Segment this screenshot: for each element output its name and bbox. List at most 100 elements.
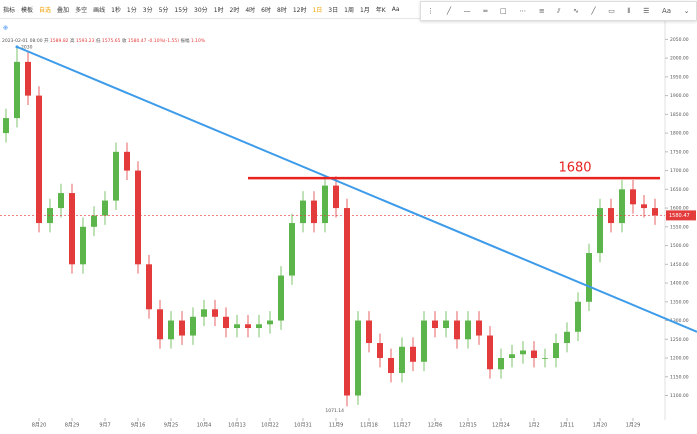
tool[interactable]: ∿: [572, 7, 579, 15]
trendline-handle: [15, 45, 19, 49]
candle-body: [575, 301, 581, 332]
info-value: 1593.23: [75, 39, 95, 44]
y-tick-label: 1150.00: [670, 374, 689, 380]
toolbar-item[interactable]: 自选: [39, 6, 52, 14]
tool-font[interactable]: Aa: [661, 7, 672, 15]
x-tick-label: 11月9: [329, 423, 344, 429]
y-tick-label: 2050.00: [670, 37, 689, 43]
candle-body: [619, 189, 625, 224]
ohlc-info: 2023-02-01 08:00 开 1589.82 高 1593.23 低 1…: [2, 38, 205, 44]
candle-body: [432, 320, 438, 329]
candle-body: [113, 151, 119, 201]
price-tag-label: 1580.47: [669, 213, 690, 219]
tool[interactable]: ▭: [608, 7, 615, 15]
y-tick-label: 1350.00: [670, 299, 689, 305]
toolbar-item[interactable]: 模板: [21, 6, 34, 14]
interval-button[interactable]: 1时: [213, 6, 224, 14]
x-tick-label: 10月31: [294, 423, 312, 429]
tool[interactable]: ⦀: [627, 6, 631, 15]
interval-button[interactable]: 3日: [328, 6, 339, 14]
candle-body: [520, 350, 526, 355]
high-marker: 2030: [21, 44, 33, 50]
y-tick-label: 1800.00: [670, 131, 689, 137]
interval-button[interactable]: 4时: [245, 6, 256, 14]
info-label: 高: [69, 39, 75, 44]
toolbar-item[interactable]: 叠加: [57, 6, 70, 14]
toolbar-item[interactable]: 多空: [75, 6, 88, 14]
y-tick-label: 1200.00: [670, 356, 689, 362]
info-label: 开: [44, 39, 49, 44]
candle-body: [14, 61, 20, 119]
candle-body: [212, 309, 218, 317]
x-tick-label: 10月22: [261, 423, 279, 429]
x-tick-label: 1月29: [626, 423, 641, 429]
tool[interactable]: —: [463, 7, 471, 15]
interval-button[interactable]: 12时: [292, 6, 307, 14]
candle-body: [69, 193, 75, 265]
trendline: [16, 45, 697, 333]
interval-button[interactable]: 1周: [344, 6, 354, 14]
interval-button[interactable]: 2时: [229, 6, 240, 14]
toolbar-item[interactable]: 画线: [93, 6, 106, 14]
candle-body: [3, 118, 9, 134]
x-tick-label: 12月6: [428, 423, 443, 429]
info-label: 振幅: [180, 39, 190, 44]
interval-button[interactable]: 年K: [375, 6, 386, 14]
resistance-label: 1680: [558, 161, 591, 176]
y-tick-label: 1100.00: [670, 393, 689, 399]
candle-body: [322, 185, 328, 224]
price-tag: [666, 210, 696, 221]
candle-body: [344, 208, 350, 396]
low-marker: 1071.14: [325, 408, 344, 414]
interval-button[interactable]: 6时: [261, 6, 271, 14]
tool[interactable]: ╱: [446, 7, 452, 15]
interval-button[interactable]: 1秒: [111, 6, 121, 14]
crosshair-tool: ⊕: [3, 25, 8, 32]
x-tick-label: 8月29: [65, 423, 80, 429]
toolbar-item[interactable]: 指标: [3, 6, 16, 14]
x-tick-label: 1月2: [528, 423, 539, 429]
interval-button[interactable]: 1日: [312, 6, 323, 14]
candle-body: [300, 200, 306, 224]
tool[interactable]: ⌄: [683, 7, 690, 15]
interval-button[interactable]: 1月: [359, 6, 370, 14]
info-value: 1.10%: [190, 39, 206, 44]
candle-body: [256, 324, 262, 329]
candle-body: [223, 316, 229, 329]
tool[interactable]: ═: [483, 7, 488, 15]
candle-body: [234, 324, 240, 329]
y-tick-label: 1550.00: [670, 224, 689, 230]
interval-button[interactable]: 3分: [142, 6, 153, 14]
candle-body: [355, 320, 361, 396]
candle-body: [311, 200, 317, 224]
font-tool[interactable]: Aa: [391, 5, 400, 13]
y-tick-label: 1850.00: [670, 112, 689, 118]
interval-button[interactable]: 15分: [174, 6, 189, 14]
interval-button[interactable]: 30分: [194, 6, 208, 14]
interval-button[interactable]: 8时: [277, 6, 287, 14]
tool[interactable]: ⫽: [557, 6, 561, 15]
interval-button[interactable]: 1分: [126, 6, 137, 14]
y-tick-label: 1750.00: [670, 149, 689, 155]
tool[interactable]: □: [500, 7, 507, 15]
info-value: 1575.65: [101, 39, 121, 44]
candle-body: [388, 358, 394, 374]
candle-body: [454, 320, 460, 340]
x-tick-label: 8月20: [32, 423, 47, 429]
candle-body: [487, 335, 493, 370]
tool[interactable]: ⋯: [519, 7, 527, 15]
candle-body: [531, 350, 537, 359]
candle-body: [146, 264, 152, 310]
tool[interactable]: ☰: [643, 7, 650, 15]
candle-body: [245, 324, 251, 329]
candle-body: [597, 208, 603, 254]
candle-body: [399, 346, 405, 374]
x-tick-label: 10月4: [197, 423, 212, 429]
tool[interactable]: ╱: [591, 7, 596, 15]
tool[interactable]: ⋮: [427, 7, 435, 15]
candle-body: [58, 193, 64, 209]
tool[interactable]: ≡: [538, 7, 545, 15]
interval-button[interactable]: 5分: [158, 6, 169, 14]
